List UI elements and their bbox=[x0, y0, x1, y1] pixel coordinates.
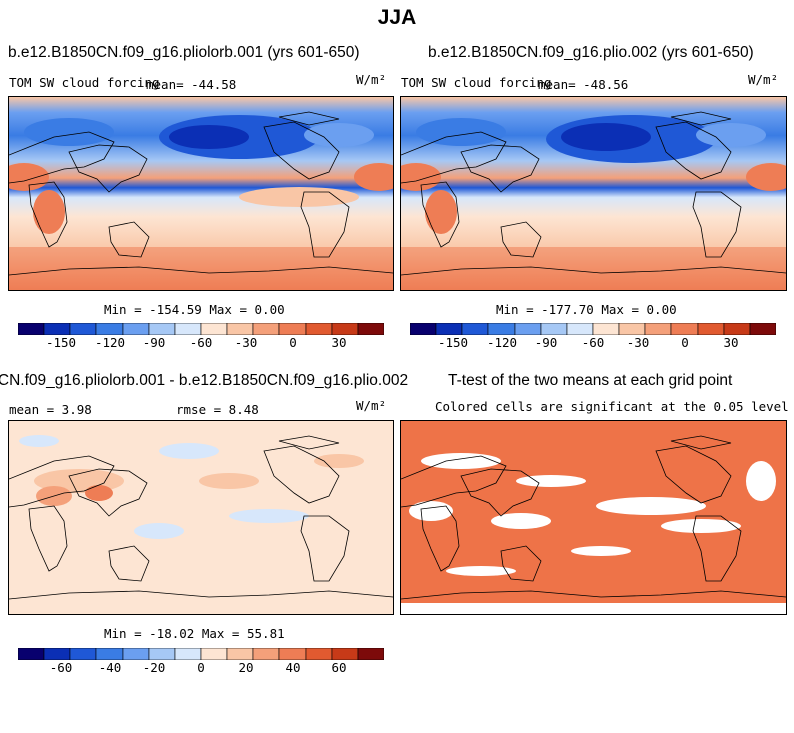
colorbar-1-tick: -120 bbox=[94, 335, 126, 350]
colorbar-swatch bbox=[278, 647, 307, 661]
colorbar-swatch bbox=[95, 647, 124, 661]
colorbar-swatch bbox=[331, 322, 359, 336]
panel-1-variable-label: TOM SW cloud forcing bbox=[9, 75, 160, 90]
colorbar-swatch bbox=[461, 322, 489, 336]
colorbar-swatch bbox=[122, 322, 150, 336]
panel-2-minmax: Min = -177.70 Max = 0.00 bbox=[496, 302, 677, 317]
colorbar-1-tick: -60 bbox=[189, 335, 213, 350]
colorbar-swatch bbox=[174, 322, 202, 336]
colorbar-swatch bbox=[357, 322, 385, 336]
colorbar-swatch bbox=[95, 322, 124, 336]
colorbar-2-tick: -150 bbox=[437, 335, 469, 350]
colorbar-swatch bbox=[514, 322, 542, 336]
colorbar-swatch bbox=[305, 322, 333, 336]
colorbar-swatch bbox=[305, 647, 333, 661]
colorbar-swatch bbox=[357, 647, 385, 661]
colorbar-swatch bbox=[252, 647, 280, 661]
colorbar-swatch bbox=[592, 322, 620, 336]
colorbar-1-tick: -150 bbox=[45, 335, 77, 350]
colorbar-swatches bbox=[17, 322, 385, 336]
colorbar-swatch bbox=[670, 322, 699, 336]
colorbar-2-tick: -120 bbox=[486, 335, 518, 350]
colorbar-swatch bbox=[200, 322, 228, 336]
colorbar-2-tick: 30 bbox=[723, 335, 739, 350]
colorbar-swatches bbox=[17, 647, 385, 661]
panel-2-title: b.e12.B1850CN.f09_g16.plio.002 (yrs 601-… bbox=[428, 44, 754, 61]
colorbar-swatch bbox=[697, 322, 725, 336]
colorbar-3-tick: -20 bbox=[142, 660, 166, 675]
colorbar-swatch bbox=[69, 647, 97, 661]
colorbar-swatch bbox=[226, 322, 254, 336]
colorbar-swatch bbox=[409, 322, 437, 336]
colorbar-swatch bbox=[17, 322, 45, 336]
colorbar-swatch bbox=[69, 322, 97, 336]
panel-2-map bbox=[400, 96, 787, 291]
colorbar-swatch bbox=[540, 322, 568, 336]
panel-3-map bbox=[8, 420, 394, 615]
colorbar-3-tick: -60 bbox=[49, 660, 73, 675]
colorbar-2 bbox=[409, 322, 777, 336]
panel-4-map bbox=[400, 420, 787, 615]
colorbar-swatch bbox=[122, 647, 150, 661]
panel-2-mean-label: mean= -48.56 bbox=[538, 77, 629, 92]
colorbar-swatch bbox=[278, 322, 307, 336]
colorbar-swatch bbox=[749, 322, 777, 336]
colorbar-1-tick: 0 bbox=[289, 335, 297, 350]
panel-4-title: T-test of the two means at each grid poi… bbox=[448, 372, 733, 389]
panel-4-significance-label: Colored cells are significant at the 0.0… bbox=[435, 399, 789, 414]
colorbar-1-tick: 30 bbox=[331, 335, 347, 350]
colorbar-3 bbox=[17, 647, 385, 661]
panel-1-mean-label: mean= -44.58 bbox=[146, 77, 237, 92]
panel-1-minmax: Min = -154.59 Max = 0.00 bbox=[104, 302, 285, 317]
panel-1-units: W/m² bbox=[356, 72, 387, 87]
panel-3-title: b.e12.B1850CN.f09_g16.pliolorb.001 - b.e… bbox=[0, 372, 409, 389]
colorbar-1-tick: -30 bbox=[234, 335, 258, 350]
colorbar-swatch bbox=[435, 322, 463, 336]
colorbar-2-tick: -60 bbox=[581, 335, 605, 350]
colorbar-swatch bbox=[723, 322, 751, 336]
colorbar-swatch bbox=[174, 647, 202, 661]
colorbar-swatch bbox=[226, 647, 254, 661]
colorbar-1-tick: -90 bbox=[142, 335, 166, 350]
colorbar-swatch bbox=[252, 322, 280, 336]
colorbar-swatch bbox=[644, 322, 672, 336]
panel-2-variable-label: TOM SW cloud forcing bbox=[401, 75, 552, 90]
panel-3-units: W/m² bbox=[356, 398, 387, 413]
colorbar-swatch bbox=[148, 647, 176, 661]
panel-3-mean-label: mean = 3.98 bbox=[9, 402, 92, 417]
colorbar-swatch bbox=[487, 322, 516, 336]
panel-3-minmax: Min = -18.02 Max = 55.81 bbox=[104, 626, 285, 641]
colorbar-swatch bbox=[148, 322, 176, 336]
panel-1-title: b.e12.B1850CN.f09_g16.pliolorb.001 (yrs … bbox=[8, 44, 360, 61]
colorbar-swatches bbox=[409, 322, 777, 336]
main-title: JJA bbox=[377, 6, 417, 29]
colorbar-swatch bbox=[618, 322, 646, 336]
colorbar-swatch bbox=[200, 647, 228, 661]
colorbar-swatch bbox=[43, 647, 71, 661]
colorbar-swatch bbox=[43, 322, 71, 336]
colorbar-3-tick: 0 bbox=[197, 660, 205, 675]
colorbar-2-tick: -30 bbox=[626, 335, 650, 350]
colorbar-3-tick: -40 bbox=[98, 660, 122, 675]
colorbar-2-tick: -90 bbox=[534, 335, 558, 350]
panel-2-units: W/m² bbox=[748, 72, 779, 87]
colorbar-swatch bbox=[17, 647, 45, 661]
colorbar-3-tick: 60 bbox=[331, 660, 347, 675]
panel-3-rmse-label: rmse = 8.48 bbox=[176, 402, 259, 417]
colorbar-swatch bbox=[331, 647, 359, 661]
colorbar-3-tick: 20 bbox=[238, 660, 254, 675]
colorbar-2-tick: 0 bbox=[681, 335, 689, 350]
colorbar-3-tick: 40 bbox=[285, 660, 301, 675]
panel-1-map bbox=[8, 96, 394, 291]
colorbar-swatch bbox=[566, 322, 594, 336]
colorbar-1 bbox=[17, 322, 385, 336]
